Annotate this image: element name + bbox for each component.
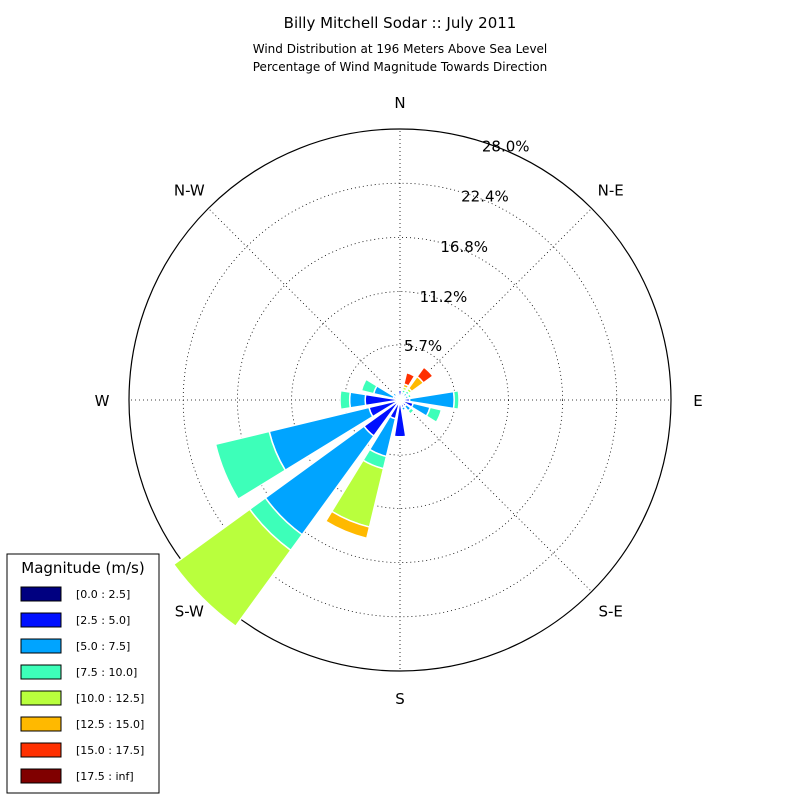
wind-bar-e-bin3 [452, 389, 460, 411]
radial-tick-label: 28.0% [482, 138, 530, 156]
direction-label-w: W [95, 392, 110, 410]
angular-gridline [399, 399, 592, 592]
wind-bar-sw-bin4 [172, 508, 292, 628]
legend-label: [10.0 : 12.5] [76, 692, 144, 705]
wind-bars [172, 366, 460, 628]
wind-bar-sse-bin2 [400, 405, 407, 412]
legend-swatch [20, 768, 62, 784]
legend-label: [5.0 : 7.5] [76, 640, 130, 653]
wind-bar-ssw-bin5 [324, 510, 371, 540]
wind-bar-ne-bin6 [416, 366, 434, 384]
direction-label-n-e: N-E [598, 181, 624, 199]
direction-label-n: N [394, 94, 405, 112]
wind-bar-nnw-bin1 [395, 393, 401, 399]
legend-label: [12.5 : 15.0] [76, 718, 144, 731]
wind-bar-se-bin3 [406, 406, 416, 416]
direction-label-s-e: S-E [599, 603, 623, 621]
legend-label: [2.5 : 5.0] [76, 614, 130, 627]
chart-title: Billy Mitchell Sodar :: July 2011 [284, 14, 517, 32]
wind-bar-wnw-bin3 [360, 378, 378, 395]
polar-labels: 5.7% 11.2% 16.8% 22.4% 28.0% N N-E E S-E S S-W W N-W [95, 94, 703, 708]
direction-label-s: S [395, 690, 405, 708]
direction-label-n-w: N-W [174, 181, 205, 199]
radial-tick-label: 11.2% [420, 288, 468, 306]
legend-swatch [20, 586, 62, 602]
wind-bar-wsw-bin3 [214, 430, 287, 501]
legend-label: [0.0 : 2.5] [76, 588, 130, 601]
legend-swatch [20, 638, 62, 654]
wind-bar-s-bin1 [393, 402, 407, 438]
legend-label: [15.0 : 17.5] [76, 744, 144, 757]
radial-tick-label: 5.7% [404, 337, 442, 355]
legend-swatch [20, 664, 62, 680]
chart-subtitle-line1: Wind Distribution at 196 Meters Above Se… [253, 42, 548, 56]
legend-items: [0.0 : 2.5] [2.5 : 5.0] [5.0 : 7.5] [7.5 : … [20, 586, 144, 784]
radial-gridline [236, 236, 564, 564]
radial-tick-label: 22.4% [461, 188, 509, 206]
wind-bar-nw-bin2 [391, 391, 398, 398]
legend-label: [17.5 : inf] [76, 770, 134, 783]
legend-swatch [20, 716, 62, 732]
wind-bar-w-bin2 [348, 391, 367, 409]
direction-label-s-w: S-W [175, 603, 204, 621]
wind-bar-w-bin3 [339, 389, 352, 411]
legend-swatch [20, 612, 62, 628]
radial-tick-label: 16.8% [440, 238, 488, 256]
radial-gridline [128, 128, 672, 672]
direction-label-e: E [693, 392, 702, 410]
legend: Magnitude (m/s) [0.0 : 2.5] [2.5 : 5.0] [5… [6, 553, 160, 794]
legend-swatch [20, 690, 62, 706]
wind-bar-ene-bin3 [406, 392, 413, 399]
wind-bar-ese-bin3 [425, 406, 443, 424]
legend-swatch [20, 742, 62, 758]
legend-label: [7.5 : 10.0] [76, 666, 137, 679]
angular-gridline [208, 208, 401, 401]
chart-subtitle-line2: Percentage of Wind Magnitude Towards Dir… [253, 60, 547, 74]
legend-title: Magnitude (m/s) [21, 559, 144, 577]
wind-bar-nne-bin6 [402, 371, 416, 388]
